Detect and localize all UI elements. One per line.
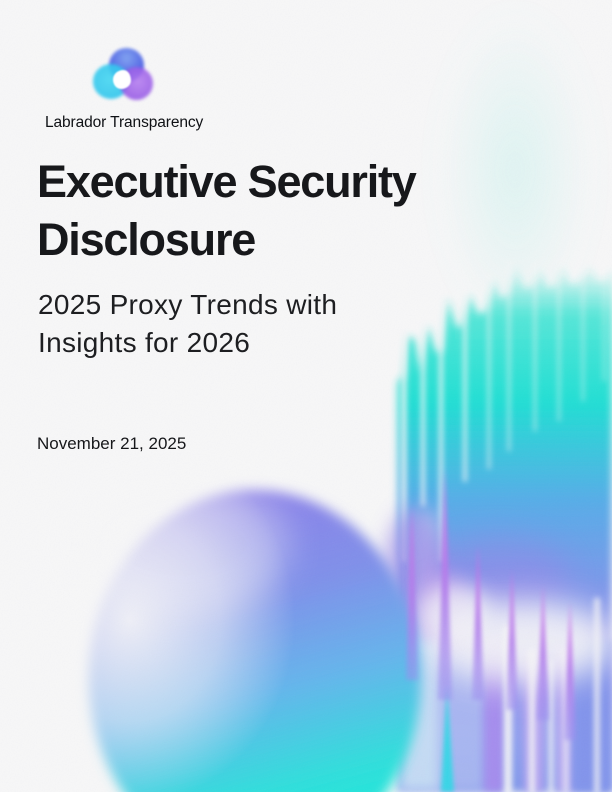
brand-name: Labrador Transparency xyxy=(45,114,204,131)
page-subtitle: 2025 Proxy Trends with Insights for 2026 xyxy=(38,286,337,362)
top-haze xyxy=(440,10,590,330)
logo-core-white xyxy=(113,70,131,89)
aurora-streaks xyxy=(385,256,612,792)
subtitle-line-2: Insights for 2026 xyxy=(38,327,251,358)
subtitle-line-1: 2025 Proxy Trends with xyxy=(38,289,338,320)
title-line-1: Executive Security xyxy=(37,156,417,207)
bottom-curtains xyxy=(398,636,612,792)
tri-circle-gradient-logo-icon xyxy=(90,44,162,114)
publication-date: November 21, 2025 xyxy=(37,434,187,453)
purple-needles xyxy=(406,468,576,740)
title-line-2: Disclosure xyxy=(37,214,256,265)
page-title: Executive Security Disclosure xyxy=(37,153,417,269)
white-band xyxy=(419,584,612,684)
bottom-slits xyxy=(504,597,600,792)
gradient-blob-circle xyxy=(0,435,421,792)
